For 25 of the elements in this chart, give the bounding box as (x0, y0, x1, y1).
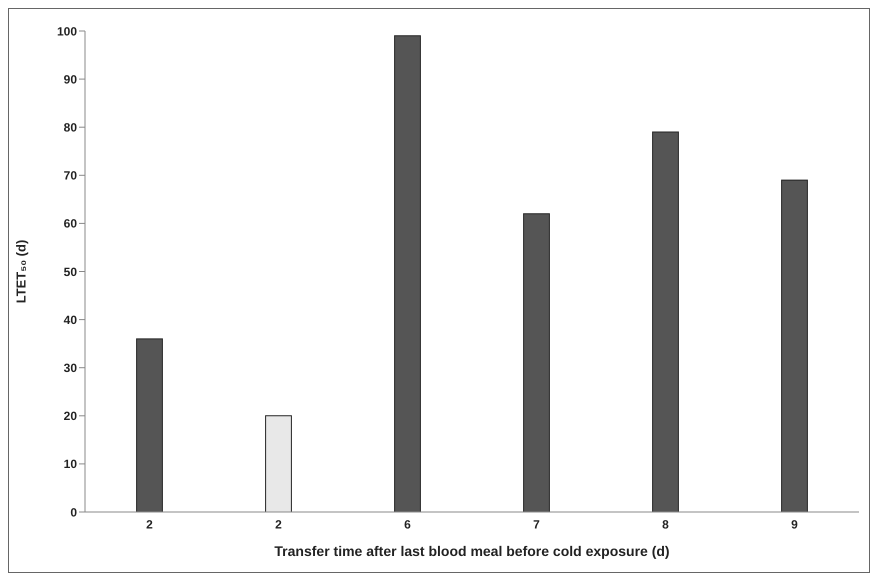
y-axis-title: LTET₅₀ (d) (14, 240, 29, 304)
y-tick-label: 20 (64, 409, 78, 424)
x-tick-label: 2 (275, 518, 282, 532)
y-tick-label: 30 (64, 360, 78, 375)
y-tick-label: 100 (56, 24, 78, 38)
y-tick-label: 10 (64, 457, 78, 472)
x-tick-label: 6 (404, 518, 412, 532)
y-tick-label: 80 (64, 120, 78, 134)
y-tick-label: 50 (64, 264, 78, 279)
bar (265, 415, 292, 512)
y-tick-label: 90 (64, 72, 78, 86)
x-tick-label: 8 (662, 518, 670, 532)
x-tick-label: 7 (533, 518, 540, 532)
y-tick-label: 60 (64, 216, 78, 231)
x-axis-title: Transfer time after last blood meal before cold exposure (d) (274, 542, 670, 559)
y-tick-label: 40 (64, 312, 78, 327)
y-tick-label: 70 (64, 168, 78, 183)
bar (652, 132, 679, 512)
x-tick-label: 2 (146, 518, 154, 532)
bar (523, 213, 550, 512)
y-tick-label: 0 (70, 505, 78, 520)
bar (781, 180, 808, 512)
bar (394, 35, 421, 512)
bar (136, 338, 163, 512)
x-tick-label: 9 (791, 518, 798, 532)
